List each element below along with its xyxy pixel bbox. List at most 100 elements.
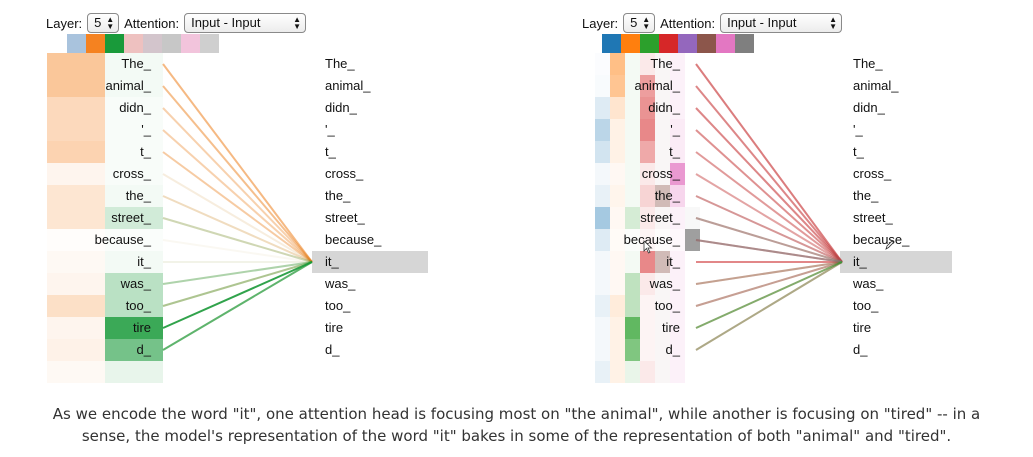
attention-cell [685, 361, 700, 383]
head-swatch-6[interactable] [697, 34, 716, 53]
left-token[interactable]: The_ [121, 56, 151, 71]
right-token[interactable]: The_ [325, 56, 355, 71]
head-swatch-6[interactable] [162, 34, 181, 53]
right-token[interactable]: '_ [853, 122, 863, 137]
right-token[interactable]: because_ [853, 232, 910, 247]
head-swatch-2[interactable] [621, 34, 640, 53]
left-token[interactable]: cross_ [113, 166, 152, 181]
head-swatch-3[interactable] [640, 34, 659, 53]
left-token[interactable]: t_ [140, 144, 152, 159]
controls-bar: Layer: 5 ▲ ▼ Attention: Input - Input ▲ ▼ [582, 12, 843, 34]
right-token[interactable]: it_ [853, 254, 868, 269]
head-swatch-7[interactable] [181, 34, 200, 53]
right-token[interactable]: The_ [853, 56, 883, 71]
head-swatch-8[interactable] [735, 34, 754, 53]
left-token[interactable]: too_ [126, 298, 152, 313]
attention-cell [670, 229, 685, 251]
left-token[interactable]: was_ [120, 276, 152, 291]
attention-cell [47, 339, 105, 361]
left-token[interactable]: it_ [137, 254, 152, 269]
head-swatch-1[interactable] [67, 34, 86, 53]
attention-cell [625, 185, 640, 207]
left-token[interactable]: '_ [141, 122, 151, 137]
left-token[interactable]: because_ [624, 232, 681, 247]
left-token[interactable]: the_ [655, 188, 681, 203]
select-arrows-icon: ▲ ▼ [829, 15, 838, 31]
attention-cell [640, 207, 655, 229]
left-token[interactable]: tire [662, 320, 680, 335]
right-token[interactable]: '_ [325, 122, 335, 137]
attention-line [695, 261, 843, 351]
attention-cell [47, 251, 105, 273]
layer-select[interactable]: 5 ▲ ▼ [87, 13, 120, 33]
right-token[interactable]: d_ [325, 342, 340, 357]
left-token[interactable]: street_ [111, 210, 152, 225]
layer-select[interactable]: 5 ▲ ▼ [623, 13, 656, 33]
right-token[interactable]: street_ [325, 210, 366, 225]
attention-cell [640, 75, 655, 97]
attention-line [695, 261, 843, 329]
right-token[interactable]: it_ [325, 254, 340, 269]
right-token[interactable]: cross_ [325, 166, 364, 181]
left-token[interactable]: the_ [126, 188, 152, 203]
left-token[interactable]: tire [133, 320, 151, 335]
right-token[interactable]: d_ [853, 342, 868, 357]
left-token[interactable]: animal_ [634, 78, 680, 93]
left-token[interactable]: didn_ [119, 100, 152, 115]
attention-cell [655, 185, 670, 207]
right-token[interactable]: didn_ [325, 100, 358, 115]
right-token[interactable]: too_ [325, 298, 351, 313]
right-token[interactable]: t_ [325, 144, 337, 159]
attention-cell [610, 317, 625, 339]
left-token[interactable]: d_ [137, 342, 152, 357]
right-token[interactable]: the_ [325, 188, 351, 203]
left-token[interactable]: The_ [650, 56, 680, 71]
attention-select[interactable]: Input - Input ▲ ▼ [720, 13, 843, 33]
left-token[interactable]: t_ [669, 144, 681, 159]
attention-line [695, 85, 843, 263]
left-token[interactable]: animal_ [105, 78, 151, 93]
attention-cell [595, 339, 610, 361]
head-swatch-5[interactable] [143, 34, 162, 53]
right-token[interactable]: was_ [324, 276, 356, 291]
left-token[interactable]: '_ [670, 122, 680, 137]
right-token[interactable]: tire [853, 320, 871, 335]
attention-lines-head-3 [695, 217, 843, 351]
right-token[interactable]: animal_ [853, 78, 899, 93]
right-token[interactable]: cross_ [853, 166, 892, 181]
head-swatch-3[interactable] [105, 34, 124, 53]
attention-line [162, 217, 313, 263]
head-swatch-4[interactable] [124, 34, 143, 53]
attention-cell [47, 163, 105, 185]
head-swatch-8[interactable] [200, 34, 219, 53]
attention-line [695, 217, 843, 263]
right-token[interactable]: t_ [853, 144, 865, 159]
caption-line-1: As we encode the word "it", one attentio… [52, 405, 981, 423]
right-token[interactable]: street_ [853, 210, 894, 225]
left-token[interactable]: d_ [666, 342, 681, 357]
attention-cell [105, 141, 163, 163]
head-swatch-2[interactable] [86, 34, 105, 53]
left-token[interactable]: was_ [649, 276, 681, 291]
left-token[interactable]: street_ [640, 210, 681, 225]
right-token[interactable]: too_ [853, 298, 879, 313]
attention-select[interactable]: Input - Input ▲ ▼ [184, 13, 307, 33]
right-token[interactable]: didn_ [853, 100, 886, 115]
head-swatch-7[interactable] [716, 34, 735, 53]
left-token[interactable]: didn_ [648, 100, 681, 115]
left-token[interactable]: because_ [95, 232, 152, 247]
right-token[interactable]: the_ [853, 188, 879, 203]
selected-token-highlight [312, 251, 428, 273]
left-token[interactable]: too_ [655, 298, 681, 313]
left-token[interactable]: it_ [666, 254, 681, 269]
head-swatch-1[interactable] [602, 34, 621, 53]
head-swatch-4[interactable] [659, 34, 678, 53]
right-token[interactable]: because_ [325, 232, 382, 247]
head-swatch-5[interactable] [678, 34, 697, 53]
right-token[interactable]: tire [325, 320, 343, 335]
attention-lines-head-2 [162, 195, 313, 351]
attention-line [695, 261, 843, 351]
right-token[interactable]: animal_ [325, 78, 371, 93]
left-token[interactable]: cross_ [642, 166, 681, 181]
right-token[interactable]: was_ [852, 276, 884, 291]
